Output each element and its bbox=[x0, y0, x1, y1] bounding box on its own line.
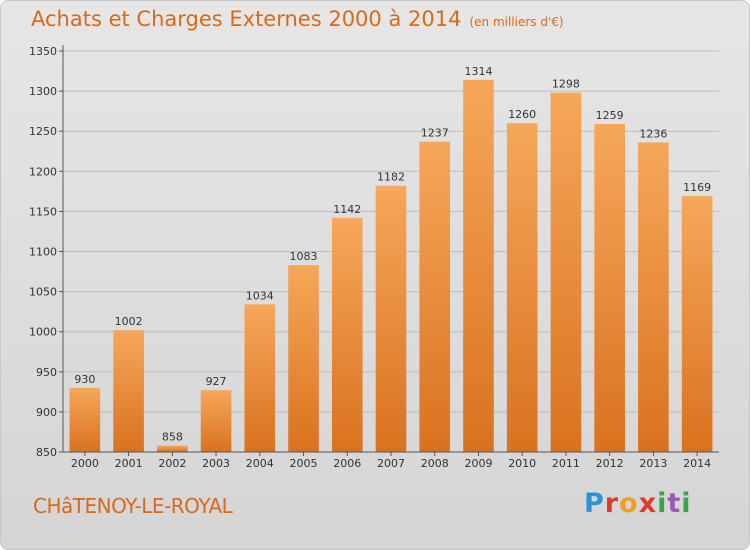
bar bbox=[113, 330, 144, 452]
data-label: 858 bbox=[162, 431, 183, 444]
x-tick-label: 2013 bbox=[639, 457, 667, 470]
x-tick-label: 2014 bbox=[683, 457, 711, 470]
data-label: 927 bbox=[206, 375, 227, 388]
data-label: 1142 bbox=[333, 203, 361, 216]
y-tick-label: 1050 bbox=[29, 286, 57, 299]
bar bbox=[463, 79, 494, 452]
city-name: CHâTENOY-LE-ROYAL bbox=[33, 494, 233, 518]
data-label: 1236 bbox=[639, 127, 667, 140]
bar bbox=[244, 304, 276, 452]
y-tick-label: 1250 bbox=[29, 125, 57, 138]
bars: 930 1002 858 927 1034 1083 1142 1182 1237 1314 126… bbox=[69, 65, 713, 453]
bar bbox=[506, 123, 538, 453]
x-tick-label: 2002 bbox=[158, 457, 186, 470]
chart-subtitle: (en milliers d'€) bbox=[469, 15, 564, 29]
logo-letter: x bbox=[638, 488, 658, 519]
bar bbox=[157, 445, 188, 452]
y-tick-label: 1200 bbox=[29, 165, 57, 178]
logo-letter: o bbox=[619, 488, 639, 519]
logo-letter: i bbox=[657, 488, 668, 519]
y-tick-label: 900 bbox=[36, 406, 57, 419]
y-tick-label: 850 bbox=[36, 446, 57, 459]
proxiti-logo[interactable]: Proxiti bbox=[584, 488, 692, 519]
logo-letter: i bbox=[681, 488, 692, 519]
data-label: 1169 bbox=[683, 181, 711, 194]
chart-title: Achats et Charges Externes 2000 à 2014 (e… bbox=[31, 7, 564, 31]
x-tick-label: 2007 bbox=[377, 457, 405, 470]
data-label: 1314 bbox=[464, 65, 492, 78]
data-label: 1083 bbox=[290, 250, 318, 263]
data-label: 930 bbox=[74, 373, 95, 386]
chart-title-text: Achats et Charges Externes 2000 à 2014 bbox=[31, 7, 462, 31]
x-tick-label: 2000 bbox=[71, 457, 99, 470]
y-tick-label: 1350 bbox=[29, 45, 57, 58]
y-tick-label: 950 bbox=[36, 366, 57, 379]
x-tick-label: 2008 bbox=[421, 457, 449, 470]
data-label: 1002 bbox=[115, 315, 143, 328]
y-tick-label: 1300 bbox=[29, 85, 57, 98]
axes: 850 900 950 1000 1050 1100 1150 1200 1250 1300 135… bbox=[29, 45, 719, 470]
bar bbox=[681, 196, 713, 452]
data-label: 1237 bbox=[421, 127, 449, 140]
x-tick-label: 2001 bbox=[115, 457, 143, 470]
bar bbox=[638, 142, 669, 453]
logo-letter: P bbox=[584, 488, 605, 519]
x-tick-label: 2006 bbox=[333, 457, 361, 470]
bar bbox=[419, 141, 451, 452]
data-label: 1298 bbox=[552, 78, 580, 91]
x-tick-label: 2010 bbox=[508, 457, 536, 470]
y-tick-label: 1000 bbox=[29, 326, 57, 339]
bar bbox=[331, 217, 363, 452]
bar bbox=[375, 185, 407, 452]
data-label: 1182 bbox=[377, 171, 405, 184]
logo-letter: t bbox=[667, 488, 682, 519]
x-tick-label: 2012 bbox=[596, 457, 624, 470]
y-tick-label: 1150 bbox=[29, 205, 57, 218]
x-tick-label: 2004 bbox=[246, 457, 274, 470]
x-tick-label: 2003 bbox=[202, 457, 230, 470]
bar bbox=[288, 265, 319, 452]
data-label: 1259 bbox=[596, 109, 624, 122]
bar bbox=[550, 92, 582, 452]
data-label: 1034 bbox=[246, 289, 274, 302]
x-tick-label: 2005 bbox=[290, 457, 318, 470]
bar bbox=[200, 390, 232, 452]
logo-letter: r bbox=[604, 488, 620, 519]
bar bbox=[69, 387, 101, 452]
x-tick-label: 2009 bbox=[464, 457, 492, 470]
x-tick-label: 2011 bbox=[552, 457, 580, 470]
y-tick-label: 1100 bbox=[29, 246, 57, 259]
data-label: 1260 bbox=[508, 108, 536, 121]
bar bbox=[594, 123, 625, 453]
